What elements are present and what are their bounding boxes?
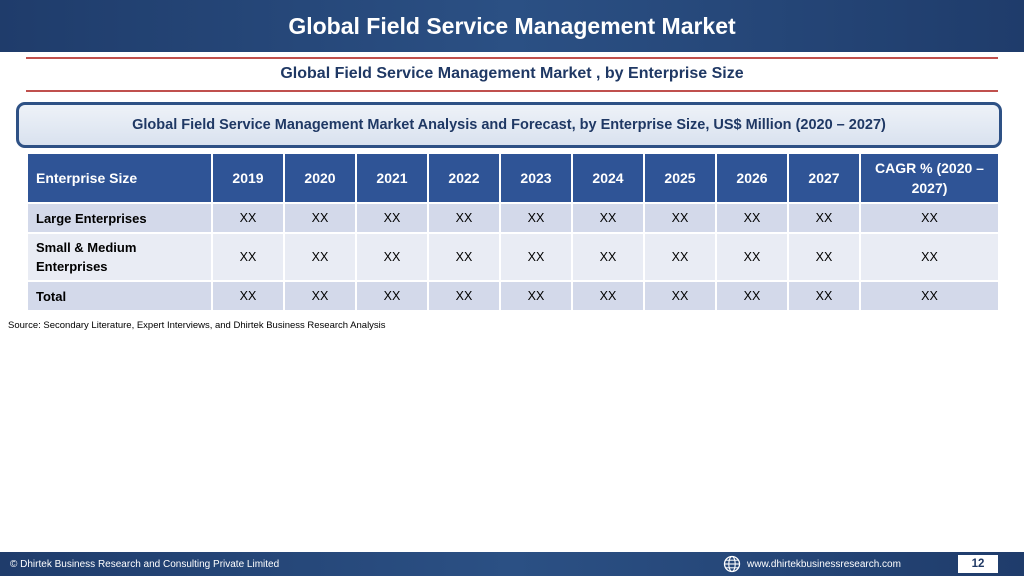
table-header-row: Enterprise Size 2019 2020 2021 2022 2023… <box>26 152 1000 204</box>
table-cell: XX <box>211 280 285 312</box>
website-link[interactable]: www.dhirtekbusinessresearch.com <box>747 559 901 570</box>
table-cell: XX <box>211 202 285 234</box>
table-caption: Global Field Service Management Market A… <box>132 117 886 133</box>
table-cell: XX <box>787 280 861 312</box>
table-cell: XX <box>427 280 501 312</box>
column-header-cagr: CAGR % (2020 – 2027) <box>859 152 1000 204</box>
column-header-2020: 2020 <box>283 152 357 204</box>
title-bar: Global Field Service Management Market <box>0 0 1024 52</box>
column-header-enterprise-size: Enterprise Size <box>26 152 213 204</box>
table-cell: XX <box>283 280 357 312</box>
column-header-2026: 2026 <box>715 152 789 204</box>
footer-bar: © Dhirtek Business Research and Consulti… <box>0 552 1024 576</box>
column-header-2023: 2023 <box>499 152 573 204</box>
page-title: Global Field Service Management Market <box>288 12 736 39</box>
column-header-2027: 2027 <box>787 152 861 204</box>
globe-icon <box>723 555 741 573</box>
row-label: Total <box>26 280 213 312</box>
table-row: Small & Medium Enterprises XX XX XX XX X… <box>26 232 1000 282</box>
table-cell: XX <box>355 232 429 282</box>
table-cell: XX <box>643 280 717 312</box>
table-cell: XX <box>571 280 645 312</box>
table-cell: XX <box>715 280 789 312</box>
table-row: Total XX XX XX XX XX XX XX XX XX XX <box>26 280 1000 312</box>
source-note: Source: Secondary Literature, Expert Int… <box>8 320 386 331</box>
page-number: 12 <box>958 555 998 573</box>
table-cell: XX <box>499 232 573 282</box>
table-row: Large Enterprises XX XX XX XX XX XX XX X… <box>26 202 1000 234</box>
table-cell: XX <box>427 232 501 282</box>
section-subtitle: Global Field Service Management Market ,… <box>280 65 744 82</box>
table-cell: XX <box>283 202 357 234</box>
column-header-2022: 2022 <box>427 152 501 204</box>
copyright-text: © Dhirtek Business Research and Consulti… <box>10 559 280 570</box>
table-cell: XX <box>283 232 357 282</box>
table-cell: XX <box>859 232 1000 282</box>
table-cell: XX <box>571 232 645 282</box>
bottom-divider <box>26 90 998 92</box>
row-label: Small & Medium Enterprises <box>26 232 213 282</box>
table-cell: XX <box>427 202 501 234</box>
table-cell: XX <box>643 232 717 282</box>
market-table: Enterprise Size 2019 2020 2021 2022 2023… <box>26 152 1000 312</box>
table-cell: XX <box>859 280 1000 312</box>
table-cell: XX <box>499 202 573 234</box>
column-header-2024: 2024 <box>571 152 645 204</box>
table-cell: XX <box>787 232 861 282</box>
table-cell: XX <box>355 202 429 234</box>
table-cell: XX <box>211 232 285 282</box>
table-cell: XX <box>643 202 717 234</box>
table-caption-banner: Global Field Service Management Market A… <box>16 102 1002 148</box>
row-label: Large Enterprises <box>26 202 213 234</box>
table-cell: XX <box>859 202 1000 234</box>
table-cell: XX <box>715 202 789 234</box>
table-cell: XX <box>355 280 429 312</box>
table-cell: XX <box>499 280 573 312</box>
table-cell: XX <box>571 202 645 234</box>
column-header-2025: 2025 <box>643 152 717 204</box>
table-cell: XX <box>787 202 861 234</box>
table-cell: XX <box>715 232 789 282</box>
column-header-2019: 2019 <box>211 152 285 204</box>
column-header-2021: 2021 <box>355 152 429 204</box>
top-divider <box>26 57 998 59</box>
